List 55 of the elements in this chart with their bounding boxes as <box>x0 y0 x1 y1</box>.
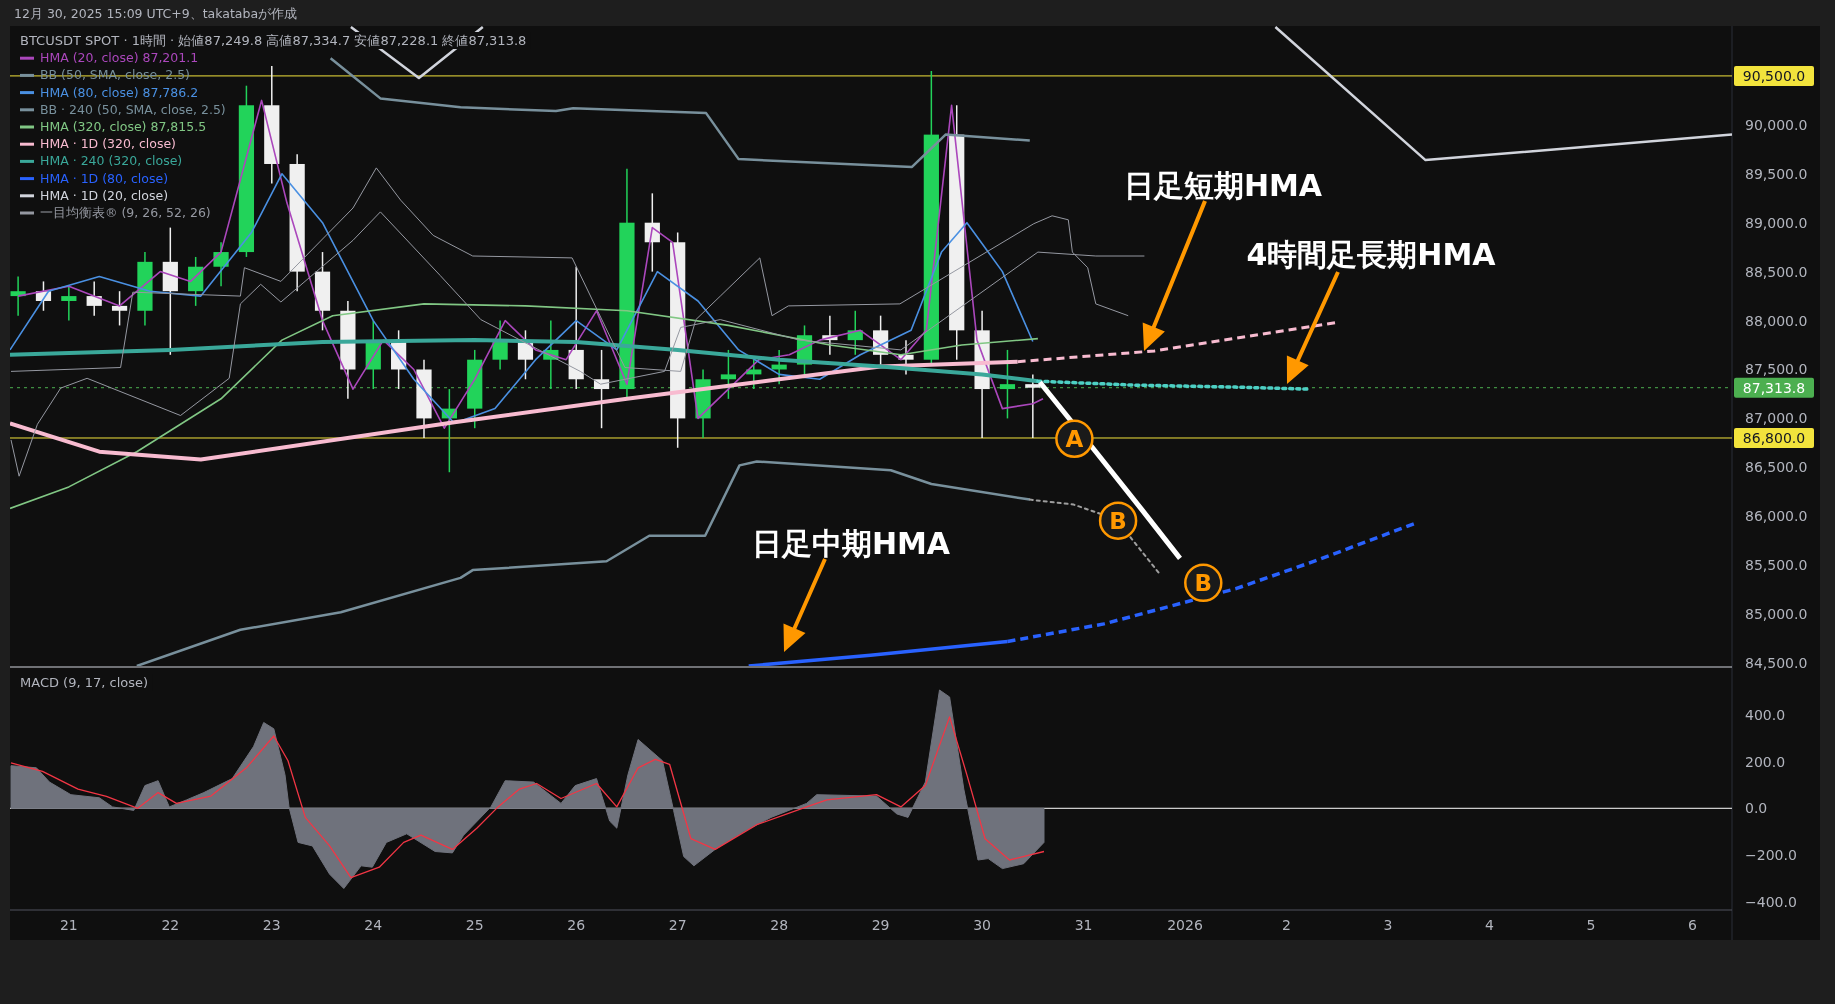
legend-item: HMA · 1D (320, close) <box>20 136 176 152</box>
x-tick-label: 21 <box>59 917 78 933</box>
y-tick-label: 85,000.0 <box>1745 606 1808 623</box>
x-tick-label: 25 <box>465 917 484 933</box>
ref-line-label: 86,800.0 <box>1742 429 1806 446</box>
y-tick-label: 85,500.0 <box>1745 557 1808 574</box>
legend-item: BB · 240 (50, SMA, close, 2.5) <box>20 101 226 117</box>
ref-line-label: 90,500.0 <box>1742 67 1806 84</box>
y-tick-label: 86,500.0 <box>1745 459 1808 476</box>
y-tick-label: 88,000.0 <box>1745 312 1808 329</box>
text: 12月 30, 2025 15:09 UTC+9、takatabaが作成 <box>14 6 298 21</box>
y-tick-label: 87,500.0 <box>1745 361 1808 378</box>
x-tick-label: 5 <box>1586 917 1596 933</box>
y-tick-label: 200.0 <box>1745 753 1786 770</box>
annotation: B <box>1109 507 1127 534</box>
x-tick-label: 6 <box>1687 917 1697 933</box>
ref-line-label: 87,313.8 <box>1742 379 1806 396</box>
y-tick-label: 86,000.0 <box>1745 508 1808 525</box>
annotation: B <box>1194 569 1213 596</box>
x-tick-label: 24 <box>364 917 383 933</box>
x-tick-label: 4 <box>1484 917 1494 933</box>
x-tick-label: 30 <box>973 917 992 933</box>
y-tick-label: 89,500.0 <box>1745 165 1808 182</box>
y-tick-label: 90,000.0 <box>1745 116 1808 133</box>
legend-item: HMA · 240 (320, close) <box>20 153 183 169</box>
x-tick-label: 22 <box>161 917 180 933</box>
legend-item: HMA · 1D (20, close) <box>20 187 168 203</box>
x-tick-label: 2 <box>1282 917 1291 933</box>
y-tick-label: 88,500.0 <box>1745 263 1808 280</box>
x-tick-label: 31 <box>1074 917 1093 933</box>
y-tick-label: 87,000.0 <box>1745 410 1808 427</box>
annotation: A <box>1065 425 1084 452</box>
annotation: 4時間足長期HMA <box>1246 237 1497 272</box>
y-tick-label: 0.0 <box>1745 800 1768 817</box>
legend-item: HMA (20, close) 87,201.1 <box>20 50 199 66</box>
y-tick-label: 84,500.0 <box>1745 655 1808 672</box>
x-tick-label: 2026 <box>1167 917 1203 933</box>
y-tick-label: 400.0 <box>1745 706 1786 723</box>
y-tick-label: −200.0 <box>1745 847 1797 864</box>
y-tick-label: −400.0 <box>1745 893 1797 910</box>
x-tick-label: 3 <box>1383 917 1393 933</box>
x-tick-label: 28 <box>770 917 789 933</box>
legend-item: HMA · 1D (80, close) <box>20 170 168 186</box>
legend-item: HMA (80, close) 87,786.2 <box>20 84 199 100</box>
text: MACD (9, 17, close) <box>20 675 149 690</box>
x-tick-label: 23 <box>262 917 281 933</box>
x-tick-label: 29 <box>871 917 890 933</box>
text: BTCUSDT SPOT · 1時間 · 始値87,249.8 高値87,334.7 安値87,228.1 終値87,313.8 <box>20 33 527 48</box>
annotation: 日足中期HMA <box>751 526 951 561</box>
x-tick-label: 26 <box>567 917 586 933</box>
legend-item: 一目均衡表® (9, 26, 52, 26) <box>20 205 211 220</box>
annotation: 日足短期HMA <box>1123 168 1323 203</box>
y-tick-label: 89,000.0 <box>1745 214 1808 231</box>
x-tick-label: 27 <box>668 917 687 933</box>
legend-item: HMA (320, close) 87,815.5 <box>20 119 207 134</box>
